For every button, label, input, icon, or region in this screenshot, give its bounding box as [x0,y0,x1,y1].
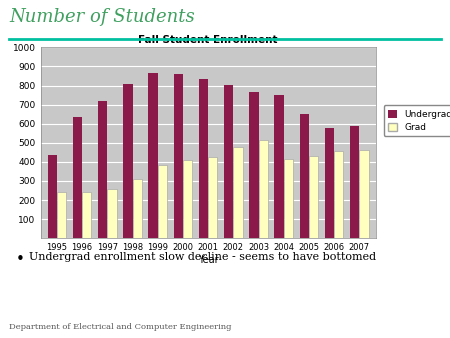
Text: Number of Students: Number of Students [9,8,195,26]
Bar [174,74,183,238]
Bar [208,157,217,238]
Bar [249,92,259,238]
Text: Undergrad enrollment slow decline - seems to have bottomed: Undergrad enrollment slow decline - seem… [29,252,376,263]
Bar [300,114,309,238]
Bar [309,156,318,238]
Bar [98,101,107,238]
Title: Fall Student Enrollment: Fall Student Enrollment [139,35,278,45]
Bar [259,140,268,238]
Bar [82,192,91,238]
Bar [123,83,132,238]
Text: •: • [16,252,25,267]
Bar [158,165,167,238]
Bar [132,179,142,238]
Bar [334,151,343,238]
Legend: Undergrad, Grad: Undergrad, Grad [383,105,450,136]
Bar [234,147,243,238]
Text: Department of Electrical and Computer Engineering: Department of Electrical and Computer En… [9,322,231,331]
Bar [284,159,293,238]
Bar [199,79,208,238]
Bar [360,150,369,238]
Bar [57,192,66,238]
Bar [183,160,192,238]
Bar [48,155,57,238]
Bar [325,128,334,238]
Bar [274,95,284,238]
Bar [107,189,117,238]
Bar [73,117,82,238]
X-axis label: Year: Year [198,255,218,265]
Bar [350,126,360,238]
Bar [224,84,234,238]
Bar [148,73,157,238]
